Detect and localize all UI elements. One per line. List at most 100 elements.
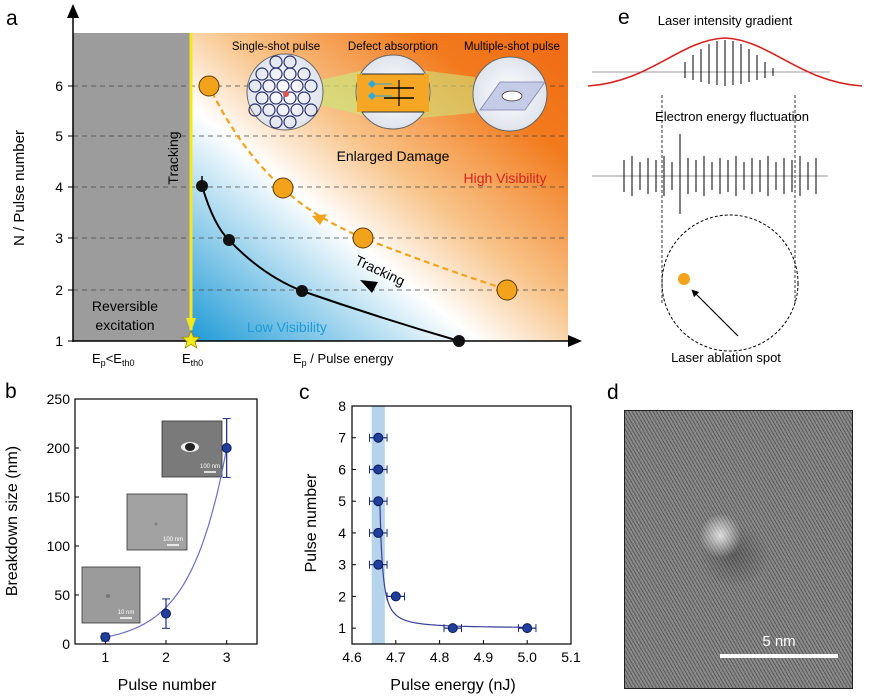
reversible-label-2: excitation xyxy=(95,317,154,333)
b-sem-inset-3: 100 nm xyxy=(161,420,223,478)
black-curve-arrow xyxy=(360,280,378,293)
a-ytick-6: 6 xyxy=(55,78,63,94)
c-ytick-label: 6 xyxy=(338,461,346,477)
c-xtick-label: 4.9 xyxy=(474,649,494,665)
c-data-point xyxy=(373,527,384,538)
e-title-intensity: Laser intensity gradient xyxy=(658,13,793,28)
panel-b: b Breakdown size (nm) Pulse number 0 50 10… xyxy=(4,380,258,694)
svg-text:100 nm: 100 nm xyxy=(163,537,183,543)
black-points xyxy=(196,180,465,347)
reversible-label-1: Reversible xyxy=(92,298,158,314)
a-x-axis-arrow xyxy=(568,335,582,347)
b-ytick-label: 0 xyxy=(62,636,70,652)
c-ytick-label: 1 xyxy=(338,620,346,636)
scale-bar xyxy=(720,654,838,658)
c-plot-frame xyxy=(351,405,572,645)
fluctuation-arrows xyxy=(623,134,817,214)
inset-single-shot xyxy=(246,53,324,131)
c-data-point xyxy=(522,623,533,634)
svg-text:10 nm: 10 nm xyxy=(118,610,135,616)
c-ytick-label: 5 xyxy=(338,493,346,509)
a-ytick-3: 3 xyxy=(55,230,63,246)
threshold-star xyxy=(180,329,202,349)
c-data-point xyxy=(447,623,458,634)
orange-curve-arrow xyxy=(312,214,327,225)
a-xlabel-right: Ep / Pulse energy xyxy=(293,351,394,368)
ablation-spot xyxy=(678,273,690,285)
c-ytick-label: 7 xyxy=(338,430,346,446)
e-title-fluct: Electron energy fluctuation xyxy=(655,109,809,124)
threshold-arrow xyxy=(186,318,196,332)
svg-text:100 nm: 100 nm xyxy=(200,464,220,470)
panel-c: c Pulse number Pulse energy (nJ) 1 2 3 4 5 6 7… xyxy=(299,381,581,694)
b-data-point xyxy=(100,632,111,643)
intensity-arrows xyxy=(684,40,774,86)
inset-defect xyxy=(355,54,431,130)
panel-d: d 5 nm xyxy=(600,377,870,697)
c-ytick-label: 8 xyxy=(338,398,346,414)
ablation-circle xyxy=(661,214,799,352)
b-sem-inset-1: 10 nm xyxy=(81,566,141,624)
beam-cone-2 xyxy=(420,70,475,118)
c-xlabel: Pulse energy (nJ) xyxy=(390,677,515,694)
b-ytick-label: 250 xyxy=(47,391,71,407)
b-ytick-label: 100 xyxy=(47,538,71,554)
inset-defect-title: Defect absorption xyxy=(348,41,438,53)
panel-e: e Laser intensity gradient Electron ener… xyxy=(587,6,863,365)
e-title-spot: Laser ablation spot xyxy=(671,350,781,365)
inset-single-title: Single-shot pulse xyxy=(232,41,320,53)
a-xlabel-left: Ep<Eth0 xyxy=(92,351,134,368)
b-ytick-label: 150 xyxy=(47,489,71,505)
c-xtick-label: 4.6 xyxy=(342,649,362,665)
a-ytick-4: 4 xyxy=(55,179,63,195)
c-xtick-label: 4.8 xyxy=(430,649,450,665)
c-ytick-label: 3 xyxy=(338,557,346,573)
b-ylabel: Breakdown size (nm) xyxy=(4,446,21,596)
a-xlabel-mid: Eth0 xyxy=(182,351,203,368)
a-y-axis-arrow xyxy=(67,4,79,18)
orange-points xyxy=(198,75,518,301)
c-data-point xyxy=(373,432,384,443)
c-xtick-label: 4.7 xyxy=(386,649,406,665)
b-xtick-label: 3 xyxy=(223,649,231,665)
a-ylabel: N / Pulse number xyxy=(11,130,28,246)
panel-letter-b: b xyxy=(5,380,17,403)
tracking-vertical-label: Tracking xyxy=(165,131,181,184)
c-ylabel: Pulse number xyxy=(303,473,320,572)
panel-letter-a: a xyxy=(6,7,18,30)
b-ytick-label: 200 xyxy=(47,440,71,456)
black-tracking-curve xyxy=(201,185,460,342)
b-xtick-label: 1 xyxy=(101,649,109,665)
a-ytick-1: 1 xyxy=(55,333,63,349)
inset-multiple-shot xyxy=(472,56,548,132)
c-xtick-label: 5.1 xyxy=(561,649,581,665)
c-ytick-label: 2 xyxy=(338,588,346,604)
c-data-point xyxy=(373,464,384,475)
enlarged-damage-label: Enlarged Damage xyxy=(337,148,450,164)
c-data-point xyxy=(373,559,384,570)
high-visibility-label: High Visibility xyxy=(464,170,547,186)
c-data-point xyxy=(390,591,401,602)
orange-dashed-curve xyxy=(208,85,506,291)
c-data-point xyxy=(373,496,384,507)
b-data-point xyxy=(221,443,232,453)
panel-letter-d: d xyxy=(607,381,619,404)
a-ytick-5: 5 xyxy=(55,128,63,144)
b-ytick-label: 50 xyxy=(54,587,70,603)
hrtem-image: 5 nm xyxy=(624,410,853,689)
panel-letter-c: c xyxy=(299,381,310,404)
b-data-point xyxy=(161,608,171,619)
low-visibility-label: Low Visibility xyxy=(247,319,327,335)
b-xtick-label: 2 xyxy=(162,649,170,665)
b-xlabel: Pulse number xyxy=(118,677,217,694)
scale-bar-label: 5 nm xyxy=(762,633,796,650)
panel-letter-e: e xyxy=(618,6,630,29)
c-fit-curve xyxy=(379,497,528,628)
c-shaded-band xyxy=(371,406,385,644)
a-ytick-2: 2 xyxy=(55,282,63,298)
gaussian-curve xyxy=(587,37,863,87)
c-xtick-label: 5.0 xyxy=(517,649,537,665)
b-sem-inset-2: 100 nm xyxy=(126,493,188,551)
c-ytick-label: 4 xyxy=(338,525,346,541)
